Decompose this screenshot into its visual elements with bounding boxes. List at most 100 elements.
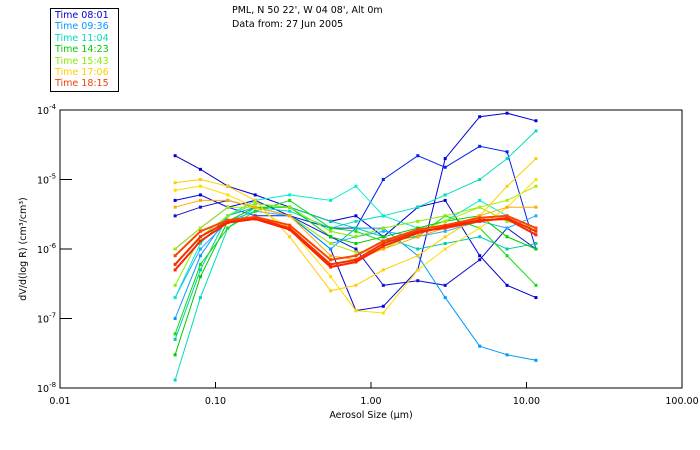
data-point <box>534 226 538 230</box>
data-point <box>173 283 177 287</box>
data-point <box>198 254 202 258</box>
data-point <box>443 214 447 218</box>
data-point <box>173 353 177 357</box>
data-point <box>354 309 358 313</box>
legend-entry: Time 15:43 <box>55 55 109 67</box>
data-point <box>354 241 358 245</box>
y-tick-base: 10 <box>37 245 49 256</box>
data-point <box>329 289 333 293</box>
data-point <box>416 228 420 232</box>
legend-entry: Time 08:01 <box>55 10 109 21</box>
y-tick-exponent: -5 <box>49 173 56 181</box>
data-point <box>198 167 202 171</box>
data-point <box>534 241 538 245</box>
data-point <box>226 221 230 225</box>
data-point <box>505 111 509 115</box>
data-point <box>354 283 358 287</box>
data-point <box>505 247 509 251</box>
data-point <box>381 229 385 233</box>
data-point <box>173 332 177 336</box>
data-point <box>416 205 420 209</box>
data-point <box>354 260 358 264</box>
data-point <box>253 209 257 213</box>
data-point <box>329 254 333 258</box>
data-point <box>226 218 230 222</box>
data-point <box>381 244 385 248</box>
data-point <box>534 129 538 133</box>
data-point <box>288 209 292 213</box>
data-point <box>329 258 333 262</box>
data-point <box>478 344 482 348</box>
data-point <box>198 193 202 197</box>
legend-entry: Time 17:06 <box>55 67 109 79</box>
data-point <box>416 229 420 233</box>
data-point <box>381 247 385 251</box>
data-point <box>381 311 385 315</box>
data-point <box>329 198 333 202</box>
data-point <box>226 198 230 202</box>
data-point <box>329 226 333 230</box>
x-tick-label: 0.01 <box>49 396 70 407</box>
data-point <box>288 193 292 197</box>
y-tick-label: 10-7 <box>37 312 56 326</box>
data-point <box>329 265 333 269</box>
data-point <box>173 254 177 258</box>
data-point <box>381 283 385 287</box>
data-point <box>173 247 177 251</box>
data-point <box>198 205 202 209</box>
y-tick-base: 10 <box>37 176 49 187</box>
legend-entry: Time 11:04 <box>55 32 109 44</box>
data-point <box>505 283 509 287</box>
data-point <box>198 184 202 188</box>
data-point <box>253 193 257 197</box>
data-point <box>329 235 333 239</box>
legend-entry: Time 14:23 <box>55 44 109 56</box>
data-point <box>173 205 177 209</box>
data-point <box>253 215 257 219</box>
data-point <box>534 296 538 300</box>
data-point <box>381 304 385 308</box>
data-point <box>505 235 509 239</box>
data-point <box>253 198 257 202</box>
data-point <box>354 184 358 188</box>
data-point <box>416 231 420 235</box>
series-line <box>174 112 537 312</box>
data-point <box>534 119 538 123</box>
y-tick-label: 10-5 <box>37 173 56 187</box>
data-point <box>416 226 420 230</box>
data-point <box>443 165 447 169</box>
data-point <box>478 218 482 222</box>
data-point <box>329 262 333 266</box>
data-point <box>173 378 177 382</box>
data-point <box>198 229 202 233</box>
data-point <box>354 214 358 218</box>
data-point <box>534 247 538 251</box>
data-point <box>381 226 385 230</box>
y-tick-base: 10 <box>37 106 49 117</box>
data-point <box>505 205 509 209</box>
data-point <box>329 247 333 251</box>
data-point <box>505 219 509 223</box>
data-point <box>198 239 202 243</box>
y-tick-base: 10 <box>37 315 49 326</box>
y-tick-exponent: -7 <box>49 312 56 320</box>
data-point <box>173 154 177 158</box>
data-point <box>253 205 257 209</box>
data-point <box>354 254 358 258</box>
data-point <box>416 268 420 272</box>
data-point <box>505 353 509 357</box>
y-tick-label: 10-6 <box>37 242 57 256</box>
data-point <box>381 239 385 243</box>
data-point <box>354 229 358 233</box>
data-point <box>173 188 177 192</box>
data-point <box>226 214 230 218</box>
data-point <box>329 219 333 223</box>
legend: Time 08:01 Time 09:36 Time 11:04 Time 14:23… <box>50 8 119 92</box>
axes: 0.01 0.10 1.00 10.00 100.0010-410-510-610-71… <box>37 103 699 407</box>
data-point <box>226 205 230 209</box>
data-point <box>173 214 177 218</box>
data-point <box>478 258 482 262</box>
data-point <box>381 178 385 181</box>
data-point <box>534 229 538 233</box>
data-point <box>288 228 292 232</box>
